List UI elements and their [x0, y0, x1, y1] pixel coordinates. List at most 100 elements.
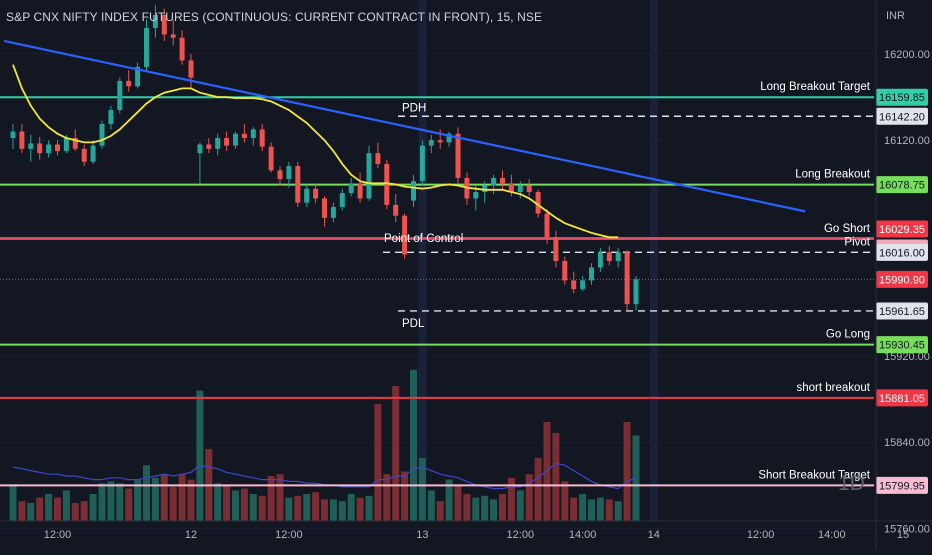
candle[interactable] — [375, 142, 381, 169]
candle[interactable] — [268, 142, 274, 173]
candle[interactable] — [152, 5, 158, 38]
candle[interactable] — [250, 127, 256, 146]
candle[interactable] — [339, 188, 345, 211]
candle[interactable] — [46, 140, 52, 158]
candle[interactable] — [624, 250, 630, 311]
candle[interactable] — [348, 177, 354, 197]
time-tick-label: 15 — [897, 529, 909, 541]
volume-bar — [62, 490, 70, 521]
volume-bar — [436, 501, 444, 521]
candle[interactable] — [446, 131, 452, 147]
candle[interactable] — [402, 213, 408, 259]
trendline-group[interactable] — [3, 39, 806, 213]
candle-body — [188, 60, 194, 78]
candle[interactable] — [81, 144, 87, 167]
volume-bar — [507, 477, 515, 521]
candle[interactable] — [580, 276, 586, 292]
candle[interactable] — [322, 196, 327, 227]
volume-bar — [18, 501, 26, 521]
candle[interactable] — [161, 8, 167, 41]
candle[interactable] — [19, 124, 25, 154]
candle[interactable] — [215, 133, 221, 156]
candle[interactable] — [99, 120, 105, 149]
candle[interactable] — [37, 136, 43, 160]
candle[interactable] — [28, 134, 34, 162]
candle[interactable] — [117, 77, 123, 114]
candle[interactable] — [304, 183, 310, 208]
candle[interactable] — [90, 140, 96, 164]
candle[interactable] — [411, 174, 416, 208]
candle[interactable] — [313, 183, 319, 203]
candle[interactable] — [233, 131, 238, 149]
candle[interactable] — [526, 179, 532, 197]
candle-body — [108, 110, 114, 125]
candle[interactable] — [188, 53, 194, 89]
interval-watermark: 1D — [838, 472, 865, 495]
time-tick-label: 14 — [648, 529, 660, 541]
candle[interactable] — [179, 30, 185, 65]
price-badge-pivot: 16016.00 — [876, 243, 928, 261]
candle[interactable] — [482, 181, 488, 203]
candle[interactable] — [428, 134, 434, 154]
trendline[interactable] — [3, 39, 806, 213]
volume-bar — [472, 497, 480, 521]
candle[interactable] — [366, 145, 372, 201]
candle[interactable] — [517, 181, 523, 199]
candle[interactable] — [473, 185, 479, 211]
time-tick-label: 14:00 — [818, 529, 846, 541]
candle[interactable] — [357, 172, 363, 203]
level-label-short-breakout-target: Short Breakout Target — [758, 469, 870, 481]
volume-bar — [392, 386, 400, 521]
candle[interactable] — [241, 124, 247, 143]
candle[interactable] — [197, 142, 203, 184]
candle[interactable] — [571, 271, 577, 294]
candle[interactable] — [606, 245, 612, 266]
candle[interactable] — [10, 124, 16, 149]
candle[interactable] — [135, 62, 141, 89]
candle-body — [455, 133, 461, 178]
price-axis[interactable]: 16200.00 16120.00 15920.00 15840.00 15760.00 — [884, 49, 930, 536]
candle[interactable] — [108, 105, 114, 130]
candle[interactable] — [544, 209, 550, 244]
candle[interactable] — [491, 174, 497, 195]
level-label-long-breakout-target: Long Breakout Target — [760, 81, 871, 93]
candle[interactable] — [295, 161, 301, 208]
candle[interactable] — [393, 194, 399, 223]
candle-body — [197, 144, 203, 154]
candles-group[interactable] — [10, 5, 639, 311]
candle[interactable] — [419, 140, 425, 186]
candle[interactable] — [259, 124, 265, 151]
candle[interactable] — [384, 159, 390, 210]
candle[interactable] — [455, 127, 461, 184]
price-badge-point-of-control: 16029.35 — [876, 220, 928, 238]
price-badge-bg — [876, 270, 928, 288]
candle[interactable] — [286, 161, 292, 188]
candle[interactable] — [615, 248, 621, 268]
candle[interactable] — [633, 276, 639, 311]
candle[interactable] — [55, 140, 60, 156]
volume-bar — [570, 497, 578, 521]
volume-bar — [71, 503, 79, 521]
candle[interactable] — [206, 138, 212, 154]
candle[interactable] — [224, 131, 230, 151]
candle[interactable] — [277, 166, 283, 186]
volume-bar — [98, 483, 106, 521]
candle[interactable] — [589, 263, 594, 285]
volume-bar — [169, 486, 177, 521]
candle[interactable] — [597, 248, 603, 272]
candle[interactable] — [553, 230, 559, 268]
volume-bar — [36, 497, 44, 521]
candle[interactable] — [500, 170, 505, 190]
candle-body — [633, 279, 639, 305]
candle[interactable] — [562, 256, 568, 285]
candle[interactable] — [126, 70, 132, 92]
candle-body — [152, 15, 158, 29]
candle[interactable] — [170, 19, 176, 46]
volume-bar — [285, 497, 293, 521]
candle[interactable] — [330, 202, 336, 223]
candle[interactable] — [144, 19, 149, 71]
volume-bar — [596, 497, 604, 521]
